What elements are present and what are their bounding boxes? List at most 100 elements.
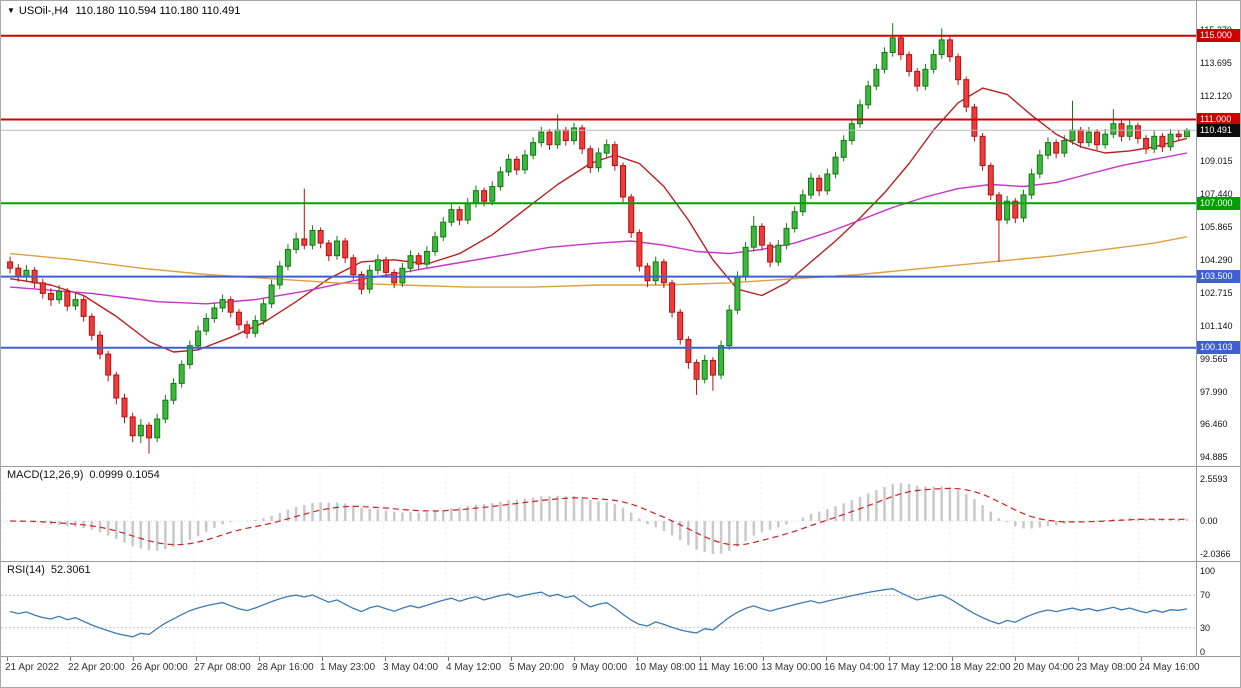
candle-body [334,240,340,257]
time-axis-tick [133,657,134,661]
candle-body [579,127,586,150]
candle-body [979,135,986,167]
price-axis-label: 102.715 [1200,288,1233,298]
rsi-grid [1,562,1196,656]
candle-body [865,85,872,106]
candle-body [1069,129,1076,141]
panel-separator-macd-rsi [1,561,1240,562]
candle-body [808,177,814,196]
time-axis-tick [1078,657,1079,661]
candle-body [154,418,161,439]
candle-body [366,269,373,290]
candle-body [325,242,332,257]
price-axis-label: 104.290 [1200,255,1233,265]
rsi-label: RSI(14) 52.3061 [7,564,91,576]
time-axis-tick [1015,657,1016,661]
candle-body [783,227,790,246]
price-axis-label: 105.865 [1200,222,1233,232]
chart-symbol-label: USOil-,H4 [18,5,69,17]
macd-axis-label: 0.00 [1200,516,1218,526]
candle-body [701,359,708,380]
candle-body [97,334,103,355]
candle-body [505,158,512,173]
panel-separator-main-macd [1,466,1240,467]
time-axis-label: 24 May 16:00 [1139,662,1200,673]
candle-body [235,311,242,326]
candle-body [72,299,79,307]
candle-body [758,225,765,246]
time-axis-tick [700,657,701,661]
rsi-value: 52.3061 [50,564,91,576]
candle-body [1012,200,1019,219]
candle-body [1134,125,1141,139]
time-axis-tick [952,657,953,661]
candle-body [1159,135,1166,148]
candle-body [1183,129,1190,138]
time-axis-tick [385,657,386,661]
candle-body [227,299,234,313]
rsi-canvas[interactable] [1,562,1196,656]
candle-body [816,177,823,192]
candle-body [644,265,651,282]
time-axis-tick [448,657,449,661]
candle-body [350,257,357,276]
candle-body [791,211,798,229]
time-axis-label: 10 May 08:00 [635,662,696,673]
candle-body [742,246,749,278]
time-axis-label: 20 May 04:00 [1013,662,1074,673]
candle-body [383,259,389,273]
candle-body [963,79,970,108]
candle-body [1028,173,1035,196]
candle-body [252,320,259,334]
candle-body [873,68,880,87]
candle-body [718,345,725,376]
candle-body [391,271,398,284]
candle-body [121,397,128,418]
candle-body [987,165,994,196]
macd-values: 0.0999 0.1054 [89,469,160,481]
price-axis-label: 109.015 [1200,156,1233,166]
candle-body [513,158,520,171]
candle-body [399,267,406,284]
price-axis-label: 97.990 [1200,387,1228,397]
candle-body [595,152,602,169]
chart-dropdown-icon[interactable]: ▼ [7,6,15,15]
candle-body [472,190,479,204]
time-axis-label: 22 Apr 20:00 [68,662,125,673]
price-level-badge: 103.500 [1197,270,1240,283]
candle-body [423,251,430,265]
candle-body [211,307,218,319]
macd-canvas[interactable] [1,467,1196,561]
candle-body [186,345,193,366]
candle-body [170,382,177,401]
candle-body [693,362,700,380]
candle-body [652,261,659,282]
price-chart-canvas[interactable] [1,1,1196,466]
candle-body [832,156,839,175]
candle-body [440,221,447,238]
price-level-badge: 107.000 [1197,197,1240,210]
moving-averages [9,87,1188,353]
candle-body [750,225,757,248]
level-lines [1,34,1196,349]
candle-body [497,171,504,188]
candle-body [1126,125,1133,137]
candle-body [293,238,300,250]
candle-body [481,190,488,202]
rsi-line [9,588,1188,638]
candle-body [260,303,267,322]
time-axis-label: 26 Apr 00:00 [131,662,188,673]
time-axis-label: 3 May 04:00 [383,662,439,673]
candle-body [1143,137,1150,150]
candle-body [105,353,112,376]
candle-body [146,424,152,439]
candle-body [309,230,316,246]
macd-histogram [17,483,1189,554]
candle-body [1110,123,1117,135]
price-axis-separator [1196,1,1197,656]
time-axis-label: 27 Apr 08:00 [194,662,251,673]
candle-body [129,416,136,437]
candle-body [88,315,95,336]
candle-body [636,232,643,267]
candle-body [317,230,324,244]
